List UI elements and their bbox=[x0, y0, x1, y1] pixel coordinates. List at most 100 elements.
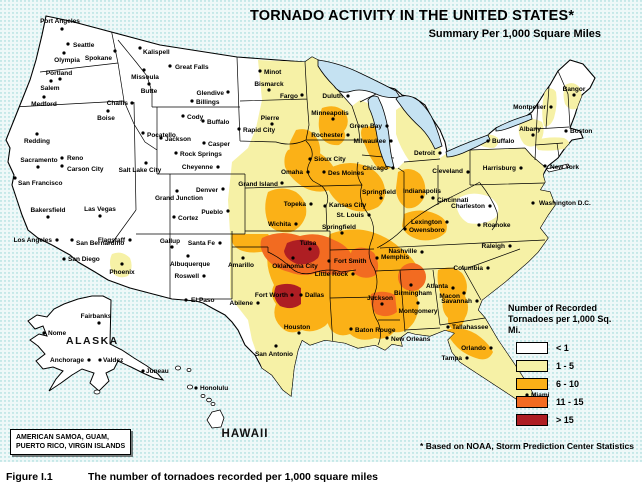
city-marker bbox=[438, 151, 442, 155]
city-label: Montpelier bbox=[513, 104, 546, 111]
city-marker bbox=[308, 247, 312, 251]
city-marker bbox=[190, 99, 194, 103]
city-label: Macon bbox=[439, 293, 460, 300]
city-label: Juneau bbox=[146, 368, 169, 375]
city-label: Las Vegas bbox=[84, 206, 116, 213]
city-label: Dallas bbox=[305, 292, 325, 299]
city-marker bbox=[221, 187, 225, 191]
great-lakes bbox=[317, 59, 533, 169]
city-marker bbox=[201, 119, 205, 123]
city-marker bbox=[309, 202, 313, 206]
city-label: Fort Worth bbox=[255, 292, 288, 299]
city-marker bbox=[270, 122, 274, 126]
city-marker bbox=[128, 238, 132, 242]
territories-note-box: AMERICAN SAMOA, GUAM, PUERTO RICO, VIRGI… bbox=[10, 429, 132, 455]
city-label: Owensboro bbox=[409, 227, 445, 234]
city-label: Pocatello bbox=[147, 132, 176, 139]
city-marker bbox=[297, 331, 301, 335]
city-label: Boise bbox=[97, 115, 115, 122]
legend-item-label: 1 - 5 bbox=[556, 361, 575, 371]
city-label: Flagstaff bbox=[98, 237, 126, 244]
city-label: Lexington bbox=[411, 219, 442, 226]
kodiak-island bbox=[93, 389, 101, 395]
city-marker bbox=[531, 133, 535, 137]
city-marker bbox=[291, 256, 295, 260]
lake-michigan bbox=[367, 95, 395, 169]
city-marker bbox=[391, 166, 395, 170]
legend-items: < 1 1 - 5 6 - 10 11 - 15 > 15 bbox=[508, 342, 636, 426]
city-label: Rochester bbox=[311, 132, 343, 139]
caption-strip bbox=[0, 462, 642, 495]
legend-item: 11 - 15 bbox=[508, 396, 636, 408]
city-marker bbox=[237, 127, 241, 131]
city-marker bbox=[186, 254, 190, 258]
city-marker bbox=[97, 321, 101, 325]
city-label: Portland bbox=[46, 70, 72, 77]
city-marker bbox=[218, 241, 222, 245]
city-marker bbox=[294, 222, 298, 226]
page-title: TORNADO ACTIVITY IN THE UNITED STATES* bbox=[250, 8, 575, 24]
city-marker bbox=[113, 49, 117, 53]
city-label: Seattle bbox=[73, 42, 95, 49]
city-marker bbox=[477, 223, 481, 227]
legend-swatch bbox=[516, 360, 548, 372]
city-marker bbox=[98, 214, 102, 218]
city-label: Roswell bbox=[174, 273, 199, 280]
city-marker bbox=[564, 129, 568, 133]
city-label: New Orleans bbox=[391, 336, 431, 343]
city-label: Orlando bbox=[461, 345, 486, 352]
city-marker bbox=[120, 262, 124, 266]
city-label: San Antonio bbox=[255, 351, 293, 358]
us-tornado-map: ALASKA HAWAII Port Angeles Seattle Olympia… bbox=[0, 0, 642, 462]
alaska-inset: ALASKA bbox=[27, 295, 165, 395]
city-label: Tampa bbox=[442, 355, 463, 362]
city-label: Spokane bbox=[85, 55, 112, 62]
city-label: Anchorage bbox=[50, 357, 84, 364]
region-11-15 bbox=[370, 291, 397, 317]
city-marker bbox=[258, 69, 262, 73]
region-6-10 bbox=[396, 168, 426, 209]
city-markers-layer: Port Angeles Seattle Olympia Spokane Kalispe… bbox=[13, 18, 592, 399]
city-marker bbox=[175, 189, 179, 193]
source-footnote: * Based on NOAA, Storm Prediction Center… bbox=[420, 441, 634, 451]
city-label: Salem bbox=[40, 85, 59, 92]
city-label: Billings bbox=[196, 99, 220, 106]
lake-superior bbox=[317, 59, 401, 98]
city-label: Kalispell bbox=[143, 49, 170, 56]
city-label: St. Louis bbox=[337, 212, 365, 219]
city-label: Bismarck bbox=[254, 81, 284, 88]
city-label: Nashville bbox=[388, 248, 417, 255]
city-label: Gallup bbox=[160, 238, 180, 245]
city-marker bbox=[519, 166, 523, 170]
city-label: Cody bbox=[187, 114, 204, 121]
city-marker bbox=[138, 46, 142, 50]
city-label: Santa Fe bbox=[188, 240, 215, 247]
city-label: Rock Springs bbox=[180, 151, 222, 158]
legend-item: 6 - 10 bbox=[508, 378, 636, 390]
city-label: Buffalo bbox=[207, 119, 229, 126]
city-marker bbox=[308, 157, 312, 161]
hawaii-island bbox=[186, 367, 192, 372]
city-label: Olympia bbox=[54, 57, 80, 64]
city-label: Green Bay bbox=[349, 123, 382, 130]
city-label: Wichita bbox=[268, 221, 291, 228]
city-marker bbox=[194, 386, 198, 390]
city-marker bbox=[147, 82, 151, 86]
hawaii-island bbox=[210, 401, 216, 406]
city-marker bbox=[130, 101, 134, 105]
legend-swatch bbox=[516, 414, 548, 426]
region->15 bbox=[274, 283, 301, 309]
city-label: Medford bbox=[31, 101, 57, 108]
city-label: Amarillo bbox=[228, 262, 254, 269]
region-6-10 bbox=[284, 147, 338, 192]
city-marker bbox=[142, 68, 146, 72]
city-label: Reno bbox=[67, 155, 83, 162]
city-marker bbox=[340, 231, 344, 235]
city-label: Jackson bbox=[367, 295, 393, 302]
region-6-10 bbox=[318, 106, 348, 146]
city-label: Bakersfield bbox=[30, 207, 65, 214]
city-label: Albany bbox=[519, 126, 541, 133]
state-borders bbox=[13, 23, 571, 346]
city-marker bbox=[331, 117, 335, 121]
city-label: Bangor bbox=[563, 86, 586, 93]
